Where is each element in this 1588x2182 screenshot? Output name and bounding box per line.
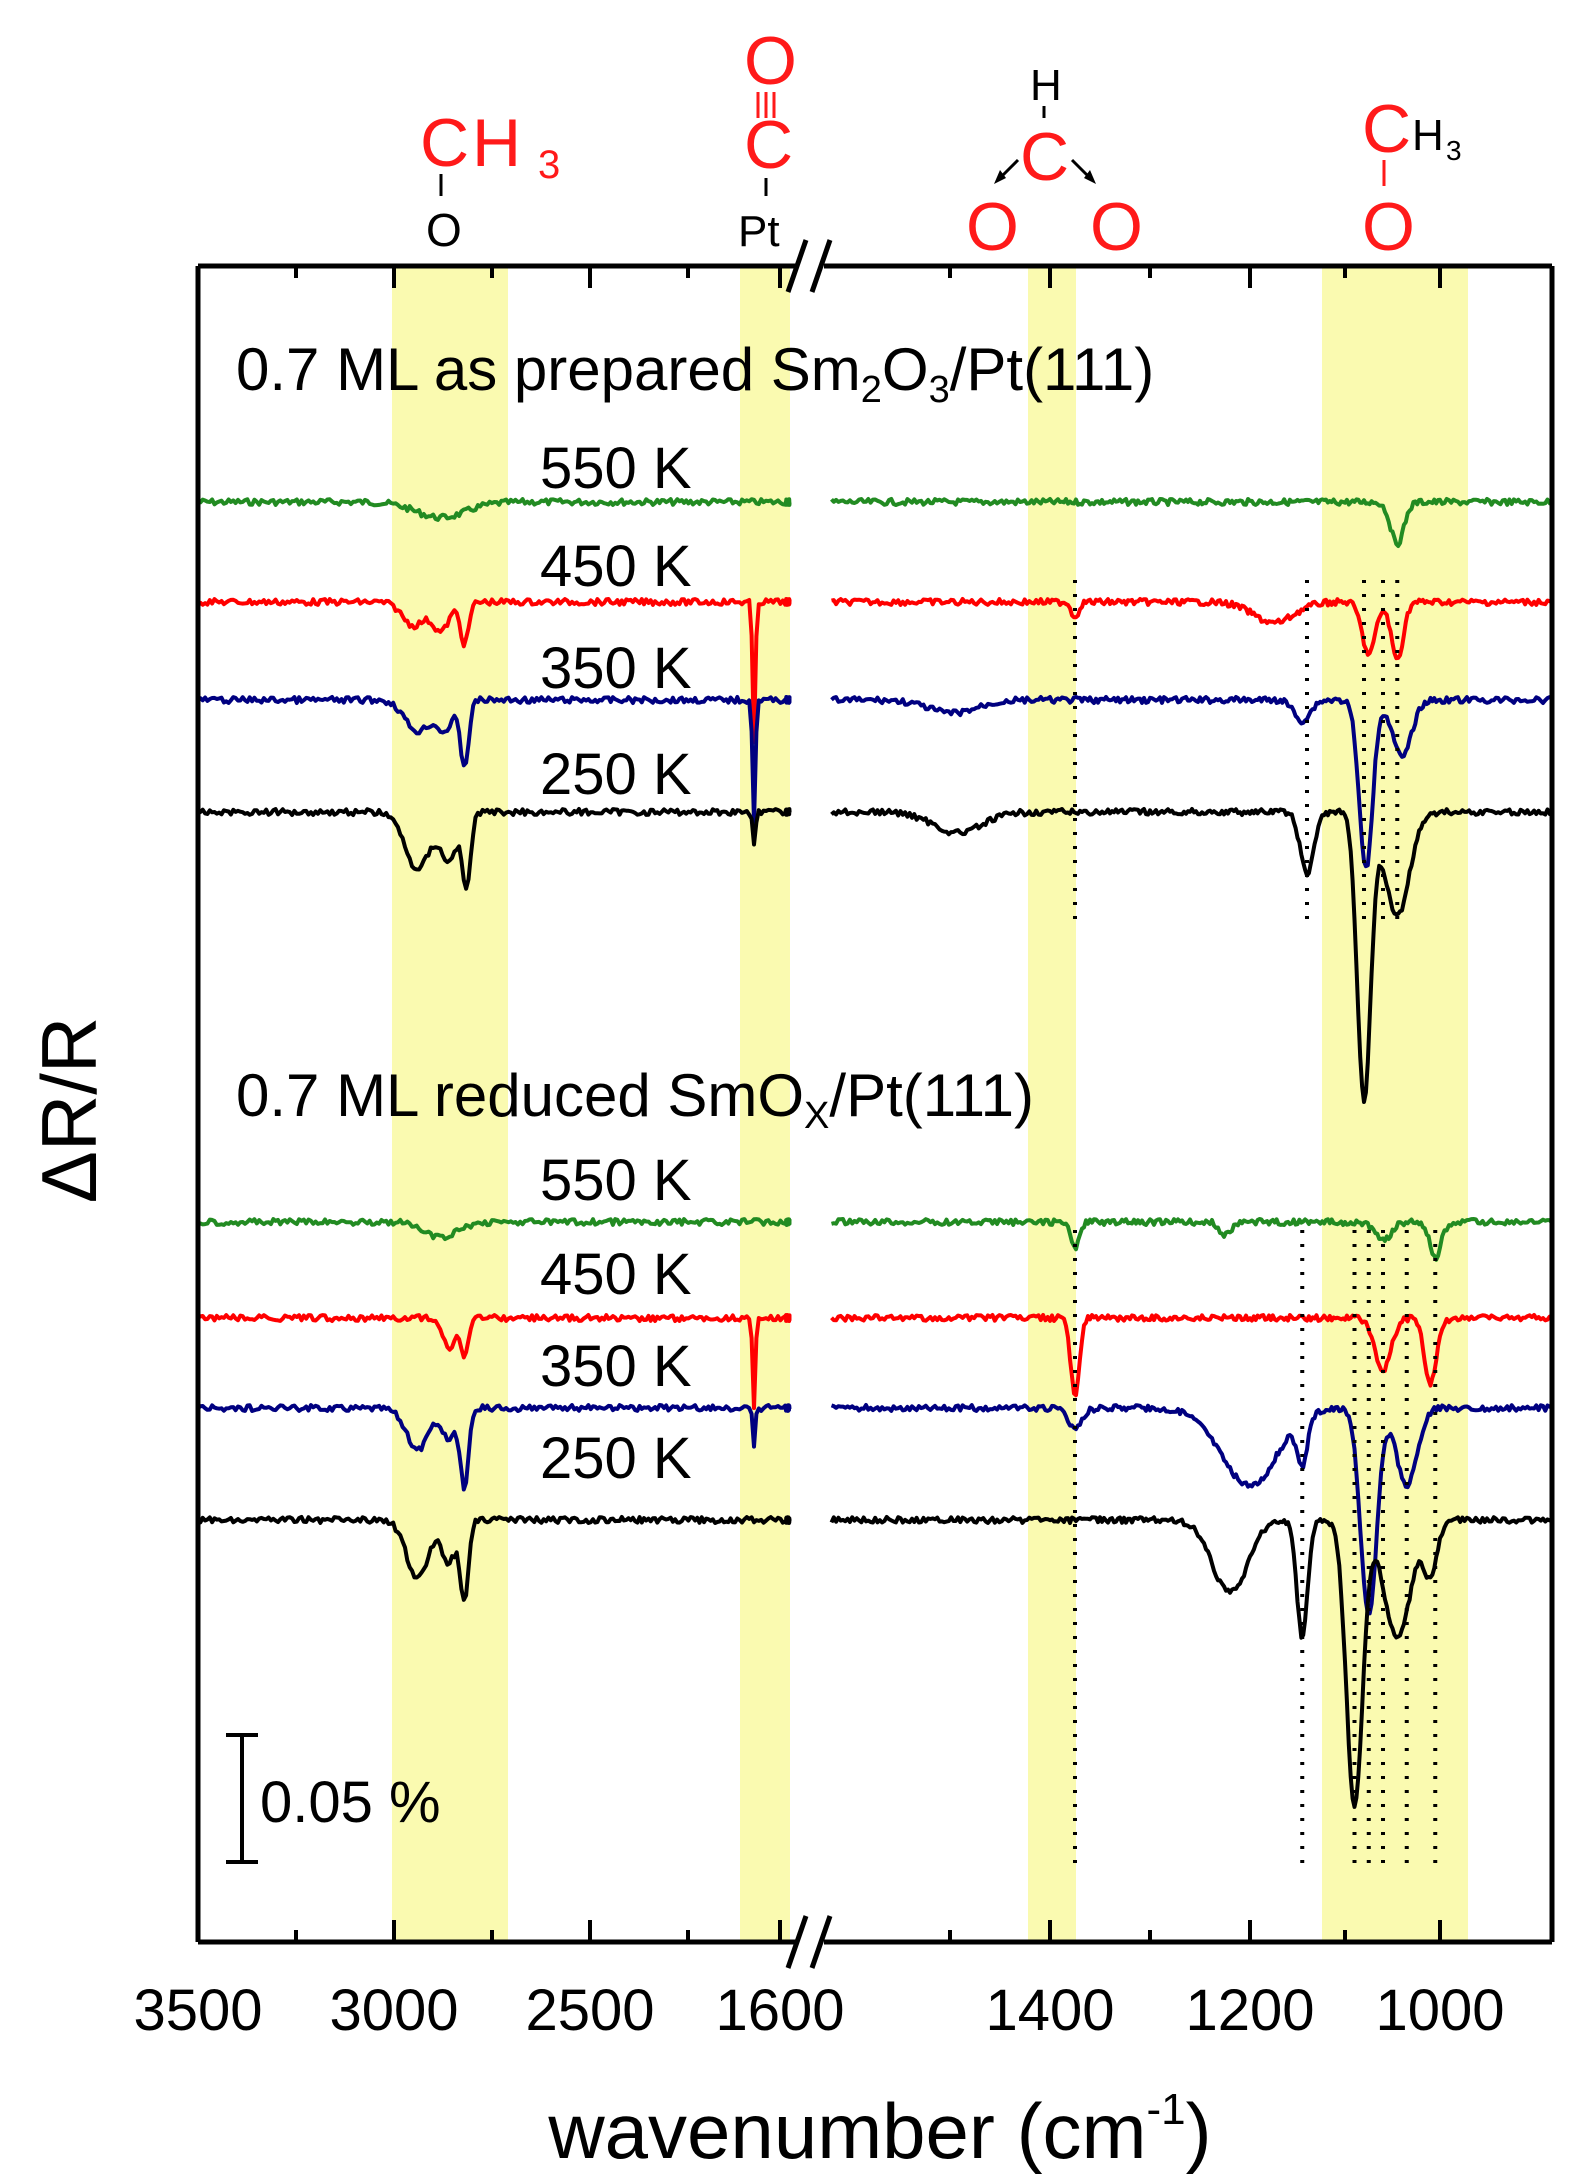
series-label: 350 K <box>540 636 692 701</box>
series-label: 250 K <box>540 742 692 807</box>
x-axis-label: wavenumber (cm-1) <box>547 2085 1211 2175</box>
plot-frame <box>195 263 1555 1945</box>
axis-break-bottom <box>785 1912 833 1972</box>
svg-text:H: H <box>472 105 521 181</box>
x-tick-label: 1200 <box>1185 1978 1314 2043</box>
x-tick-label: 3000 <box>329 1978 458 2043</box>
x-tick-label: 2500 <box>525 1978 654 2043</box>
x-tick-label: 1000 <box>1375 1978 1504 2043</box>
panel-title-as-prepared: 0.7 ML as prepared Sm2O3/Pt(111) <box>236 336 1154 411</box>
highlight-band <box>1322 268 1468 1940</box>
spectra-lines <box>196 497 1554 1809</box>
svg-text:O: O <box>744 23 797 99</box>
series-label: 350 K <box>540 1334 692 1399</box>
x-tick-label: 3500 <box>133 1978 262 2043</box>
svg-text:H: H <box>1412 111 1444 160</box>
scale-bar: 0.05 % <box>226 1733 441 1864</box>
svg-text:O: O <box>1090 189 1143 265</box>
carbonyl-label: O C Pt <box>738 23 797 256</box>
series-label: 250 K <box>540 1426 692 1491</box>
series-label: 550 K <box>540 1148 692 1213</box>
methoxy-label-right: C H 3 O <box>1362 91 1462 265</box>
highlight-band <box>1028 268 1076 1940</box>
spectrum-450-k <box>196 1313 792 1410</box>
spectrum-250-k <box>196 807 792 891</box>
x-tick-label: 1400 <box>985 1978 1114 2043</box>
svg-text:3: 3 <box>538 143 560 187</box>
spectrum-350-k <box>196 695 792 825</box>
x-ticks <box>196 266 1554 1942</box>
temperature-labels: 550 K 450 K 350 K 250 K 550 K 450 K 350 … <box>540 436 692 1491</box>
axis-break-top <box>785 236 833 296</box>
spectrum-250-k <box>196 1515 792 1602</box>
spectrum-450-k <box>831 597 1553 661</box>
spectrum-550-k <box>830 1217 1554 1262</box>
svg-text:O: O <box>1362 189 1415 265</box>
panel-title-reduced: 0.7 ML reduced SmOX/Pt(111) <box>236 1062 1034 1137</box>
spectrum-250-k <box>830 807 1553 1104</box>
svg-text:C: C <box>744 107 793 183</box>
y-axis-label: ΔR/R <box>25 1017 113 1203</box>
x-tick-labels: 3500 3000 2500 1600 1400 1200 1000 <box>133 1978 1504 2043</box>
spectrum-250-k <box>829 1515 1553 1809</box>
spectrum-550-k <box>197 1217 792 1242</box>
highlight-band <box>392 268 508 1940</box>
x-tick-label: 1600 <box>715 1978 844 2043</box>
highlight-band <box>740 268 790 1940</box>
svg-text:C: C <box>1020 119 1069 195</box>
dotted-markers <box>1073 580 1438 1870</box>
svg-text:C: C <box>1362 91 1411 167</box>
spectrum-550-k <box>197 497 792 522</box>
series-label: 550 K <box>540 436 692 501</box>
spectrum-350-k <box>830 695 1553 869</box>
methoxy-label-left: C H 3 O <box>420 105 560 256</box>
svg-text:O: O <box>426 204 462 256</box>
svg-text:H: H <box>1030 61 1062 110</box>
scale-bar-label: 0.05 % <box>260 1770 441 1835</box>
svg-text:Pt: Pt <box>738 207 780 256</box>
svg-text:3: 3 <box>1446 135 1462 166</box>
spectrum-350-k <box>830 1403 1553 1616</box>
series-label: 450 K <box>540 1242 692 1307</box>
svg-text:C: C <box>420 105 469 181</box>
series-label: 450 K <box>540 534 692 599</box>
spectrum-450-k <box>830 1313 1553 1398</box>
spectrum-450-k <box>196 597 792 745</box>
spectrum-550-k <box>830 497 1554 548</box>
svg-text:O: O <box>966 189 1019 265</box>
spectrum-350-k <box>196 1403 792 1492</box>
formate-label: H C O O <box>966 61 1143 265</box>
